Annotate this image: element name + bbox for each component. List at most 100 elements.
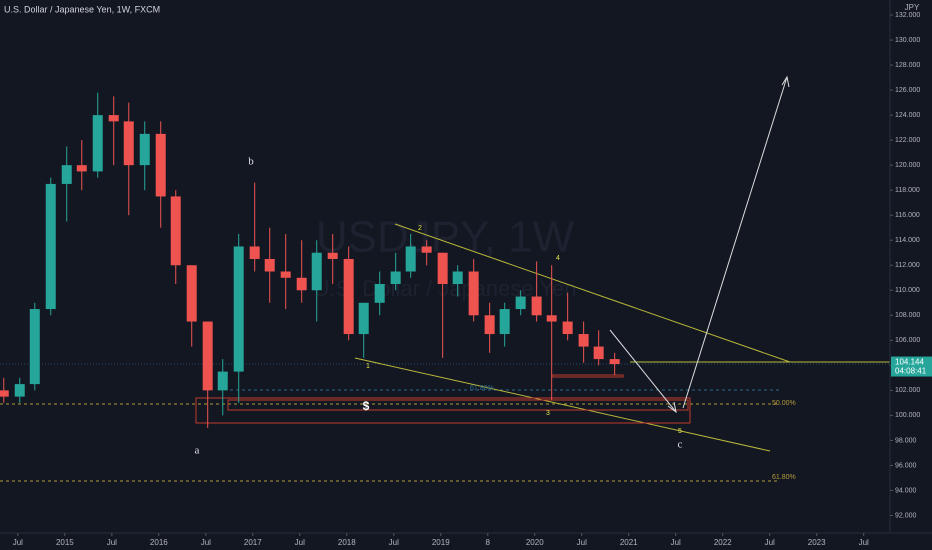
y-tick-label: 120.000 — [895, 162, 920, 169]
candle-body — [343, 258, 354, 335]
candle-body — [593, 346, 604, 360]
x-tick-label: Jul — [201, 538, 211, 547]
candle-body — [29, 309, 40, 385]
y-tick-label: 128.000 — [895, 62, 920, 69]
arrow-head — [667, 401, 677, 414]
candle-body — [76, 165, 87, 172]
candle-body — [311, 252, 322, 291]
candle-body — [531, 296, 542, 316]
candle-body — [202, 321, 213, 391]
fib-label: 61.80% — [470, 385, 494, 392]
candle-body — [264, 258, 275, 272]
fib-label: 50.00% — [772, 400, 796, 407]
y-tick-label: 116.000 — [895, 212, 920, 219]
candle-body — [0, 390, 9, 397]
currency-label: JPY — [905, 3, 920, 12]
candle-body — [249, 246, 260, 259]
x-tick-label: Jul — [577, 538, 587, 547]
wave-label: 2 — [418, 225, 422, 232]
y-tick-label: 110.000 — [895, 287, 920, 294]
y-tick-label: 100.000 — [895, 412, 920, 419]
x-tick-label: Jul — [107, 538, 117, 547]
arrow-up — [682, 76, 788, 409]
last-price: 104.144 — [895, 358, 924, 367]
x-tick-label: 2017 — [244, 538, 262, 547]
wave-label: 1 — [366, 363, 370, 370]
y-tick-label: 124.000 — [895, 112, 920, 119]
candle-body — [562, 321, 573, 335]
x-tick-label: 2020 — [526, 538, 544, 547]
candle-body — [45, 183, 56, 310]
y-tick-label: 102.000 — [895, 387, 920, 394]
x-tick-label: Jul — [389, 538, 399, 547]
candle-body — [123, 121, 134, 166]
candle-body — [233, 246, 244, 372]
y-tick-label: 112.000 — [895, 262, 920, 269]
annotation: c — [678, 439, 683, 451]
annotation: a — [195, 445, 200, 457]
y-tick-label: 106.000 — [895, 337, 920, 344]
candle-body — [437, 252, 448, 285]
candle-body — [468, 271, 479, 316]
candle-body — [327, 252, 338, 259]
x-tick-label: 2019 — [432, 538, 450, 547]
drawings — [0, 75, 890, 482]
x-tick-label: 8 — [486, 538, 491, 547]
candle-body — [14, 384, 25, 397]
dollar-sign: $ — [363, 399, 370, 413]
zone-box — [195, 397, 691, 424]
y-tick-label: 118.000 — [895, 187, 920, 194]
y-tick-label: 132.000 — [895, 12, 920, 19]
y-tick-label: 108.000 — [895, 312, 920, 319]
candle-body — [421, 246, 432, 253]
x-tick-label: 2018 — [338, 538, 356, 547]
y-tick-label: 114.000 — [895, 237, 920, 244]
x-tick-label: Jul — [13, 538, 23, 547]
wave-label: 4 — [556, 255, 560, 262]
zone-box-inner — [227, 399, 689, 411]
y-tick-label: 96.000 — [895, 462, 917, 469]
candle-body — [499, 309, 510, 335]
candle-body — [139, 133, 150, 166]
candle-body — [609, 359, 620, 365]
x-tick-label: 2023 — [808, 538, 826, 547]
candle-body — [217, 371, 228, 391]
x-tick-label: Jul — [765, 538, 775, 547]
y-tick-label: 98.000 — [895, 437, 917, 444]
candle-body — [374, 284, 385, 303]
chart-title: U.S. Dollar / Japanese Yen, 1W, FXCM — [4, 4, 160, 14]
arrow-head — [781, 75, 790, 88]
x-tick-label: Jul — [671, 538, 681, 547]
candle-body — [546, 315, 557, 322]
fib-label: 61.80% — [772, 474, 796, 481]
candle-body — [108, 115, 119, 122]
candle-body — [452, 271, 463, 285]
candle-body — [515, 296, 526, 310]
arrow-down — [609, 329, 677, 413]
wave-label: 3 — [546, 410, 550, 417]
candle-body — [170, 196, 181, 266]
trend-lower — [354, 357, 771, 452]
y-tick-label: 126.000 — [895, 87, 920, 94]
candle-body — [578, 334, 589, 347]
y-tick-label: 122.000 — [895, 137, 920, 144]
candle-body — [390, 271, 401, 285]
y-tick-label: 92.000 — [895, 512, 917, 519]
candle-body — [405, 246, 416, 272]
x-tick-label: 2022 — [714, 538, 732, 547]
y-tick-label: 94.000 — [895, 487, 917, 494]
candle-body — [186, 265, 197, 322]
x-tick-label: 2016 — [150, 538, 168, 547]
countdown: 04:08:41 — [895, 367, 927, 376]
x-tick-label: 2021 — [620, 538, 638, 547]
x-tick-label: 2015 — [56, 538, 74, 547]
candle-body — [484, 315, 495, 335]
wave-label: 5 — [678, 428, 682, 435]
zone-small — [552, 374, 624, 378]
candle-body — [155, 133, 166, 197]
last-price-box — [891, 356, 932, 377]
x-tick-label: Jul — [295, 538, 305, 547]
candle-body — [296, 277, 307, 291]
